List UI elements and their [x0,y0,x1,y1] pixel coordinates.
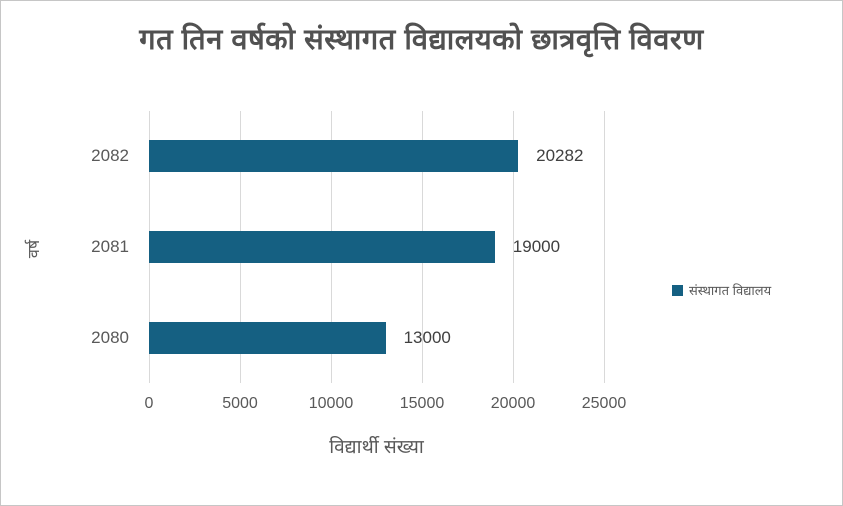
value-label: 13000 [403,327,451,347]
bar [149,140,519,173]
x-tick-label: 15000 [399,395,445,412]
chart-title: गत तिन वर्षको संस्थागत विद्यालयको छात्रव… [139,24,704,56]
bar-row: 2081 19000 [91,202,604,293]
x-tick-label: 0 [144,395,154,412]
x-tick-label: 10000 [308,395,354,412]
category-label: 2081 [91,236,129,256]
x-axis-ticks: 0 5000 10000 15000 20000 25000 [145,395,627,417]
plot-area: 2082 20282 2081 19000 2080 13000 [91,111,605,383]
bar [149,230,495,263]
x-tick-label: 20000 [490,395,536,412]
bar-row: 2080 13000 [91,292,604,383]
x-tick-label: 5000 [222,395,258,412]
legend-label: संस्थागत विद्यालय [689,283,772,298]
legend-swatch-icon [672,284,683,296]
bar [149,321,386,354]
y-axis-title: वर्ष [26,239,43,259]
value-label: 19000 [512,236,561,256]
legend: संस्थागत विद्यालय [672,281,771,299]
category-label: 2080 [91,327,129,347]
x-tick-label: 25000 [581,395,627,412]
gridline [604,111,605,383]
bar-row: 2082 20282 [91,111,604,202]
x-axis-title: विद्यार्थी संख्या [329,437,424,458]
category-label: 2082 [91,146,129,166]
value-label: 20282 [536,146,584,166]
gridline [513,111,514,383]
